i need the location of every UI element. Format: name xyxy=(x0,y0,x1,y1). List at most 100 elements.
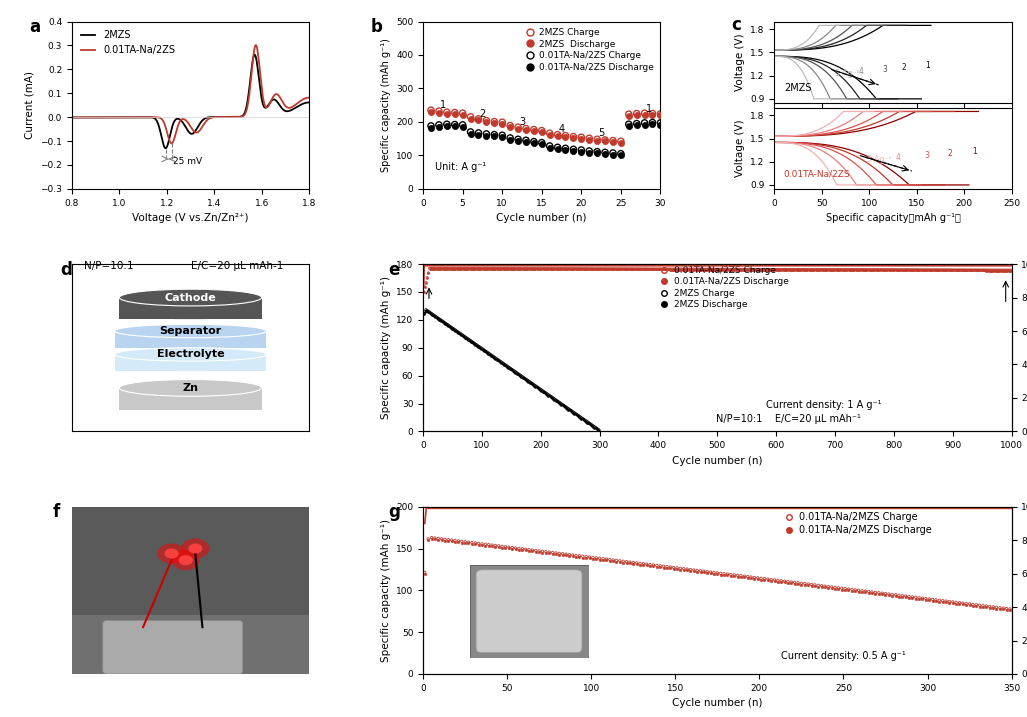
Point xyxy=(949,264,965,275)
Point xyxy=(843,584,860,595)
Point xyxy=(867,587,883,598)
Point xyxy=(588,263,605,275)
Point xyxy=(776,576,793,588)
Point xyxy=(975,265,991,276)
Point xyxy=(485,351,501,363)
Point xyxy=(472,341,489,353)
Point xyxy=(432,263,449,275)
Point xyxy=(848,264,865,275)
Point xyxy=(790,577,806,589)
Point xyxy=(522,377,538,389)
Point xyxy=(606,264,622,275)
Point xyxy=(540,263,557,275)
Point xyxy=(591,424,607,436)
Point xyxy=(642,559,658,570)
Point xyxy=(491,263,507,275)
Point xyxy=(916,265,933,276)
Point xyxy=(999,265,1016,276)
Point xyxy=(505,366,522,377)
Point xyxy=(787,264,803,275)
Point xyxy=(580,417,597,428)
Point xyxy=(948,264,964,275)
Point xyxy=(416,308,432,319)
Point xyxy=(753,264,769,275)
Point xyxy=(852,264,869,275)
Point xyxy=(460,263,477,275)
Point xyxy=(969,265,986,276)
Point xyxy=(592,263,608,275)
Point xyxy=(904,265,920,276)
Point xyxy=(469,341,486,352)
Point xyxy=(466,338,483,350)
Text: 1: 1 xyxy=(645,104,651,114)
Point xyxy=(834,584,850,595)
Point xyxy=(549,143,566,155)
Point xyxy=(623,263,640,275)
Point xyxy=(631,264,647,275)
Y-axis label: Specific capacity (mAh g⁻¹): Specific capacity (mAh g⁻¹) xyxy=(381,519,390,662)
Point xyxy=(456,263,472,275)
Point xyxy=(450,535,466,546)
Point xyxy=(800,264,816,275)
Point xyxy=(419,305,435,317)
Point xyxy=(454,109,470,120)
Point xyxy=(534,547,550,559)
Point xyxy=(922,264,939,275)
Point xyxy=(425,262,442,274)
Point xyxy=(671,264,687,275)
Point xyxy=(443,321,459,333)
Point xyxy=(544,547,561,559)
Point xyxy=(758,264,774,275)
Point xyxy=(481,348,497,360)
Point xyxy=(575,414,592,425)
Point xyxy=(650,264,667,275)
Point xyxy=(917,264,934,275)
Point xyxy=(809,264,826,275)
Point xyxy=(758,264,774,275)
Point xyxy=(645,264,661,275)
Point xyxy=(902,265,918,276)
Point xyxy=(934,264,950,275)
Point xyxy=(964,265,981,276)
Point xyxy=(895,265,911,276)
Point xyxy=(589,423,606,435)
Point xyxy=(703,263,720,275)
Point xyxy=(612,264,629,275)
Point xyxy=(544,548,561,559)
Point xyxy=(833,265,849,276)
Point xyxy=(788,264,804,275)
Point xyxy=(481,263,497,275)
Point xyxy=(861,264,877,275)
Text: 2MZS: 2MZS xyxy=(784,82,811,92)
Point xyxy=(457,262,473,274)
Text: Cathode: Cathode xyxy=(164,293,217,303)
Point xyxy=(540,263,557,275)
Point xyxy=(516,263,532,275)
Ellipse shape xyxy=(115,358,266,371)
Point xyxy=(428,312,445,323)
Point xyxy=(539,263,556,275)
Point xyxy=(446,262,462,274)
Point xyxy=(644,109,660,120)
Point xyxy=(446,325,462,336)
Point xyxy=(977,265,993,276)
Point xyxy=(487,352,503,364)
Point xyxy=(935,264,951,275)
Point xyxy=(807,265,824,276)
Point xyxy=(462,335,479,346)
Point xyxy=(572,411,588,422)
Point xyxy=(445,263,461,275)
Point xyxy=(420,534,436,546)
Point xyxy=(959,265,976,276)
Point xyxy=(659,264,676,275)
Point xyxy=(518,374,534,386)
Point xyxy=(731,264,748,275)
Point xyxy=(571,411,587,422)
Point xyxy=(680,263,696,275)
Point xyxy=(890,589,907,601)
Point xyxy=(634,263,650,275)
Point xyxy=(430,263,447,275)
Point xyxy=(652,119,669,130)
Point xyxy=(936,265,952,276)
Point xyxy=(759,264,775,275)
